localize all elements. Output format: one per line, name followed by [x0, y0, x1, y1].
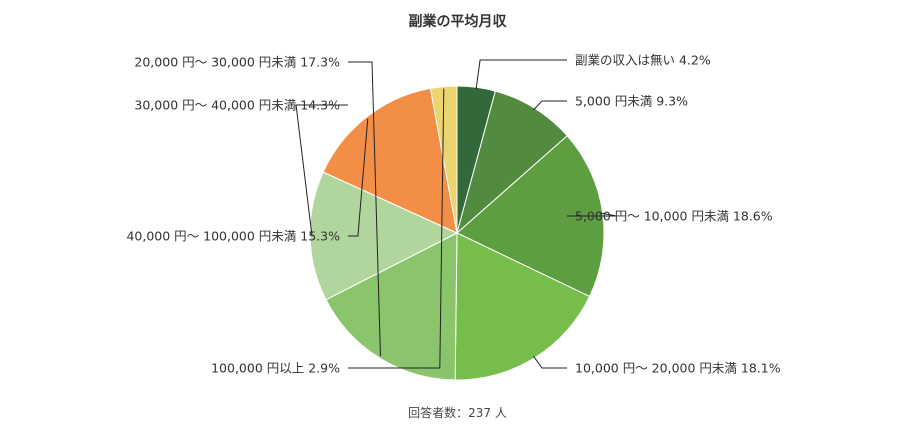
- pie-slices: [309, 85, 605, 381]
- slice-label: 40,000 円〜 100,000 円未満 15.3%: [126, 229, 340, 244]
- leader-line: [348, 61, 381, 357]
- leader-line: [348, 88, 445, 369]
- pie-slice: [325, 232, 458, 381]
- slice-label: 20,000 円〜 30,000 円未満 17.3%: [134, 55, 340, 70]
- pie-slice: [429, 85, 458, 234]
- respondent-count-note: 回答者数：237 人: [408, 406, 507, 420]
- leader-line: [567, 212, 617, 217]
- leader-line: [475, 59, 567, 90]
- slice-label: 100,000 円以上 2.9%: [211, 361, 340, 376]
- slice-label: 副業の収入は無い 4.2%: [575, 53, 711, 68]
- leader-line: [295, 104, 348, 237]
- leader-line: [533, 355, 567, 369]
- pie-slice: [456, 135, 605, 298]
- slice-label: 5,000 円〜 10,000 円未満 18.6%: [575, 209, 773, 224]
- pie-labels: 副業の収入は無い 4.2% 5,000 円未満 9.3% 5,000 円〜 10,0…: [126, 53, 780, 376]
- slice-label: 30,000 円〜 40,000 円未満 14.3%: [134, 98, 340, 113]
- slice-label: 5,000 円未満 9.3%: [575, 94, 688, 109]
- leader-line: [348, 118, 369, 237]
- pie-slice: [309, 171, 459, 301]
- slice-label: 10,000 円〜 20,000 円未満 18.1%: [575, 361, 781, 376]
- pie-slice: [322, 87, 458, 234]
- chart-title: 副業の平均月収: [408, 14, 507, 30]
- leader-line: [533, 100, 567, 111]
